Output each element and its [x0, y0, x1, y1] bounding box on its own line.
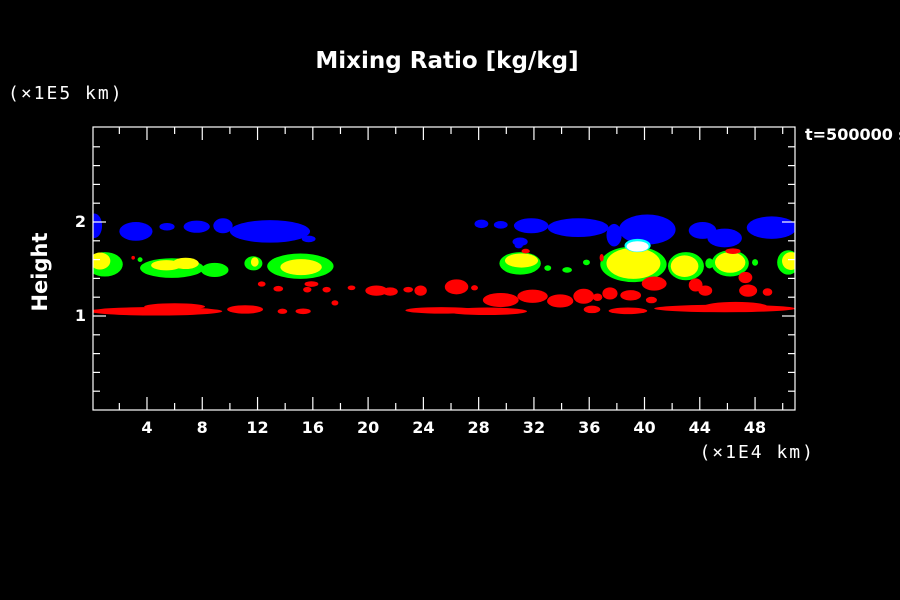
green-contour-blob [562, 267, 572, 273]
x-tick-label: 40 [633, 418, 656, 437]
yellow-contour-blob [782, 252, 795, 270]
red-contour-blob [131, 255, 135, 260]
red-contour-blob [322, 286, 331, 293]
x-axis-unit-label: (×1E4 km) [699, 442, 815, 463]
y-axis-unit-label: (×1E5 km) [8, 83, 124, 104]
red-contour-blob [599, 253, 604, 262]
red-contour-blob [641, 276, 667, 291]
blue-contour-blob [512, 237, 528, 246]
red-contour-blob [303, 286, 312, 293]
red-contour-blob [446, 307, 528, 316]
red-contour-blob [762, 288, 773, 296]
x-tick-label: 28 [467, 418, 490, 437]
blue-contour-blob [606, 223, 622, 247]
red-contour-blob [482, 292, 519, 308]
blue-contour-blob [213, 218, 233, 234]
x-tick-label: 8 [196, 418, 208, 437]
x-tick-label: 16 [301, 418, 324, 437]
red-contour-blob [620, 290, 642, 301]
yellow-contour-blob [670, 255, 699, 277]
yellow-contour-blob [504, 253, 539, 268]
red-contour-blob [471, 285, 478, 291]
red-contour-blob [602, 287, 618, 300]
blue-contour-blob [119, 222, 153, 241]
x-tick-label: 44 [688, 418, 711, 437]
red-contour-blob [739, 284, 758, 297]
red-contour-blob [698, 285, 713, 296]
red-contour-blob [517, 289, 548, 303]
green-contour-blob [544, 265, 552, 271]
green-contour-blob [583, 259, 590, 266]
red-contour-blob [547, 294, 574, 308]
red-contour-blob [688, 278, 703, 292]
red-contour-blob [365, 285, 388, 296]
yellow-contour-blob [250, 257, 259, 267]
blue-contour-blob [301, 235, 316, 243]
red-contour-blob [592, 293, 603, 301]
blue-contour-blob [513, 218, 549, 234]
axes-frame [92, 126, 796, 411]
x-tick-label: 24 [412, 418, 435, 437]
red-contour-blob [608, 307, 648, 315]
chart-title: Mixing Ratio [kg/kg] [315, 48, 579, 74]
yellow-contour-blob [172, 257, 199, 269]
red-contour-blob [277, 308, 288, 314]
red-contour-blob [227, 305, 264, 314]
blue-contour-blob [493, 221, 508, 229]
blue-contour-blob [474, 219, 489, 229]
green-contour-blob [137, 257, 143, 262]
x-tick-label: 36 [578, 418, 601, 437]
red-contour-blob [403, 286, 414, 293]
y-axis-title: Height [28, 232, 52, 312]
green-contour-blob [705, 258, 714, 269]
blue-contour-blob [183, 220, 210, 233]
red-contour-blob [414, 285, 427, 296]
blue-contour-blob [707, 228, 742, 248]
red-contour-blob [257, 281, 266, 287]
red-contour-blob [304, 281, 319, 287]
red-contour-blob [273, 285, 284, 292]
yellow-contour-blob [93, 252, 111, 270]
x-tick-label: 32 [522, 418, 546, 437]
blue-contour-blob [93, 213, 103, 238]
x-tick-label: 12 [246, 418, 269, 437]
y-tick-label: 1 [74, 306, 86, 325]
blue-contour-blob [159, 222, 175, 231]
yellow-contour-blob [606, 247, 661, 279]
blue-contour-blob [618, 214, 676, 245]
red-contour-blob [331, 300, 339, 306]
white-contour-blob [626, 241, 649, 252]
red-contour-blob [521, 248, 530, 254]
red-contour-blob [703, 301, 768, 312]
x-tick-label: 4 [141, 418, 153, 437]
yellow-contour-blob [714, 252, 746, 273]
yellow-contour-blob [280, 259, 322, 276]
red-contour-blob [583, 305, 601, 314]
y-tick-label: 2 [74, 212, 86, 231]
red-contour-blob [295, 308, 311, 315]
green-contour-blob [752, 259, 759, 266]
x-tick-label: 20 [356, 418, 380, 437]
red-contour-blob [382, 287, 398, 296]
red-contour-blob [347, 285, 356, 291]
green-contour-blob [200, 262, 229, 277]
contour-blobs [93, 213, 795, 316]
red-contour-blob [144, 303, 206, 310]
red-contour-blob [738, 271, 753, 284]
x-tick-label: 48 [743, 418, 767, 437]
red-contour-blob [573, 288, 595, 304]
time-annotation: t=500000 s [805, 125, 900, 144]
red-contour-blob [645, 296, 657, 304]
red-contour-blob [725, 248, 741, 254]
blue-contour-blob [229, 220, 311, 243]
red-contour-blob [444, 279, 469, 295]
blue-contour-blob [547, 218, 609, 238]
blue-contour-blob [746, 216, 795, 239]
